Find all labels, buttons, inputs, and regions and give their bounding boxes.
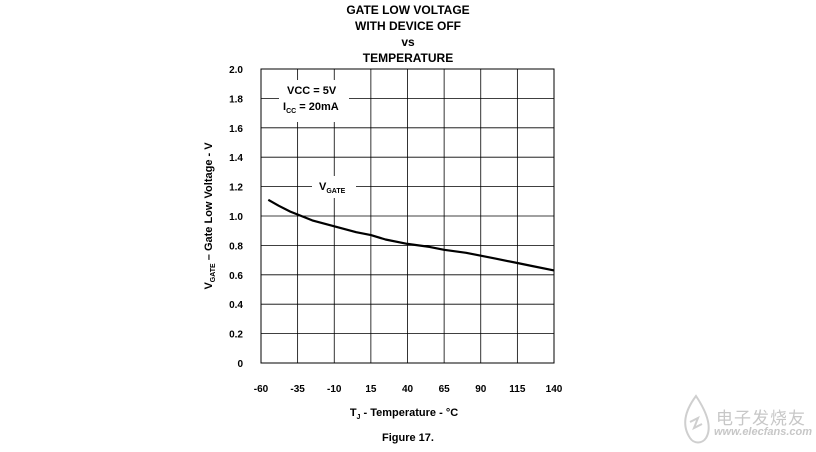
chart-title-line-2: WITH DEVICE OFF bbox=[355, 19, 461, 33]
y-axis-label: VGATE – Gate Low Voltage - V bbox=[203, 142, 217, 290]
condition-annotation-box bbox=[279, 80, 349, 122]
x-tick-label: 15 bbox=[365, 384, 377, 395]
y-tick-label: 0 bbox=[237, 359, 243, 370]
series-line-vgate bbox=[267, 198, 555, 272]
series-label-vgate: VGATE bbox=[319, 181, 346, 195]
y-tick-label: 0.8 bbox=[229, 241, 243, 252]
y-tick-label: 1.0 bbox=[229, 212, 243, 223]
chart-title-line-1: GATE LOW VOLTAGE bbox=[346, 3, 470, 17]
x-tick-labels: -60 -35 -10 15 40 65 90 115 140 bbox=[254, 384, 563, 395]
x-tick-label: 140 bbox=[546, 384, 563, 395]
x-tick-label: 65 bbox=[439, 384, 451, 395]
y-tick-labels: 0 0.2 0.4 0.6 0.8 1.0 1.2 1.4 1.6 1.8 2.0 bbox=[229, 65, 243, 370]
x-tick-label: 40 bbox=[402, 384, 414, 395]
y-tick-label: 1.4 bbox=[229, 153, 243, 164]
x-tick-label: -35 bbox=[290, 384, 305, 395]
x-tick-label: 115 bbox=[509, 384, 526, 395]
y-tick-label: 0.2 bbox=[229, 330, 243, 341]
plot-frame bbox=[260, 68, 555, 364]
y-tick-label: 0.4 bbox=[229, 300, 243, 311]
vcc-annotation: VCC = 5V bbox=[287, 85, 337, 97]
x-axis-label: TJ - Temperature - °C bbox=[350, 407, 458, 421]
y-tick-label: 1.2 bbox=[229, 183, 243, 194]
x-tick-label: -10 bbox=[327, 384, 342, 395]
y-tick-label: 0.6 bbox=[229, 271, 243, 282]
series-label-box bbox=[312, 176, 356, 198]
y-tick-label: 1.6 bbox=[229, 124, 243, 135]
chart-title-line-3: vs bbox=[401, 35, 415, 49]
watermark-logo-icon bbox=[684, 394, 710, 444]
y-tick-label: 2.0 bbox=[229, 65, 243, 76]
y-tick-label: 1.8 bbox=[229, 94, 243, 105]
x-tick-label: -60 bbox=[254, 384, 269, 395]
x-tick-label: 90 bbox=[475, 384, 487, 395]
watermark-chinese-text: 电子发烧友 bbox=[716, 409, 806, 429]
watermark-url-text: www.elecfans.com bbox=[714, 426, 813, 438]
figure-caption: Figure 17. bbox=[382, 432, 434, 444]
chart-title-line-4: TEMPERATURE bbox=[362, 51, 454, 65]
watermark: 电子发烧友 www.elecfans.com bbox=[676, 392, 814, 448]
icc-annotation: ICC = 20mA bbox=[283, 101, 339, 115]
